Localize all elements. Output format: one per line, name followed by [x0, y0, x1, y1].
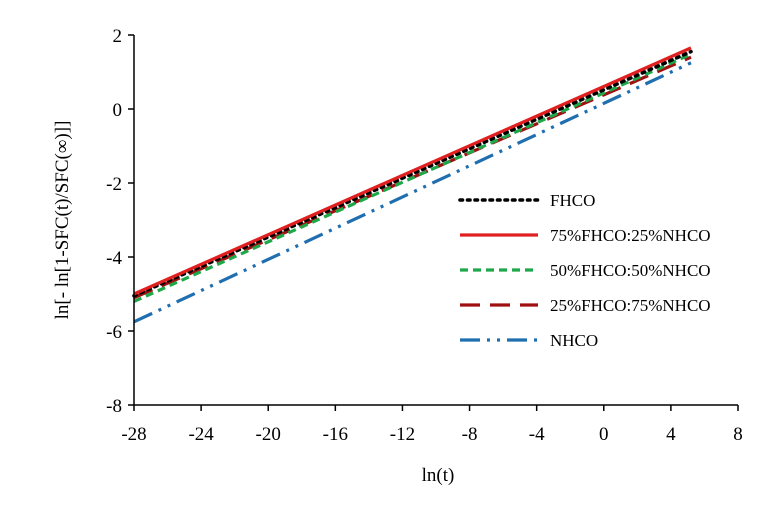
y-ticks: -8 -6 -4 -2 0 2 [106, 26, 134, 417]
series-line-0 [132, 49, 693, 298]
y-axis-title: ln[- ln[1-SFC(t)/SFC(∞)]] [52, 121, 73, 320]
x-axis-title: ln(t) [422, 465, 455, 486]
x-tick-label: -28 [121, 424, 146, 445]
legend-label-4: NHCO [550, 331, 598, 350]
legend-label-3: 25%FHCO:75%NHCO [550, 296, 711, 315]
series-line-2 [133, 52, 692, 303]
x-tick-label: -4 [529, 424, 545, 445]
x-tick-label: 8 [733, 424, 743, 445]
y-tick-label: -4 [106, 248, 122, 269]
y-tick-label: -8 [106, 396, 122, 417]
y-tick-label: -6 [106, 322, 122, 343]
x-tick-label: -24 [188, 424, 214, 445]
legend-label-2: 50%FHCO:50%NHCO [550, 261, 711, 280]
axes [133, 35, 738, 406]
y-tick-label: 0 [113, 100, 123, 121]
series-line-4 [133, 61, 692, 324]
y-tick-label: 2 [113, 26, 123, 47]
x-tick-label: -20 [256, 424, 281, 445]
x-tick-label: 0 [599, 424, 609, 445]
legend-label-0: FHCO [550, 191, 595, 210]
legend-label-1: 75%FHCO:25%NHCO [550, 226, 711, 245]
x-ticks: -28 -24 -20 -16 -12 -8 -4 0 4 8 [121, 405, 743, 445]
series-line-1 [133, 46, 692, 296]
plot-lines [132, 46, 693, 324]
x-tick-label: 4 [666, 424, 676, 445]
x-tick-label: -8 [462, 424, 478, 445]
y-tick-label: -2 [106, 174, 122, 195]
x-tick-label: -16 [323, 424, 348, 445]
x-tick-label: -12 [390, 424, 415, 445]
legend: FHCO 75%FHCO:25%NHCO 50%FHCO:50%NHCO 25%FHC… [458, 191, 711, 350]
